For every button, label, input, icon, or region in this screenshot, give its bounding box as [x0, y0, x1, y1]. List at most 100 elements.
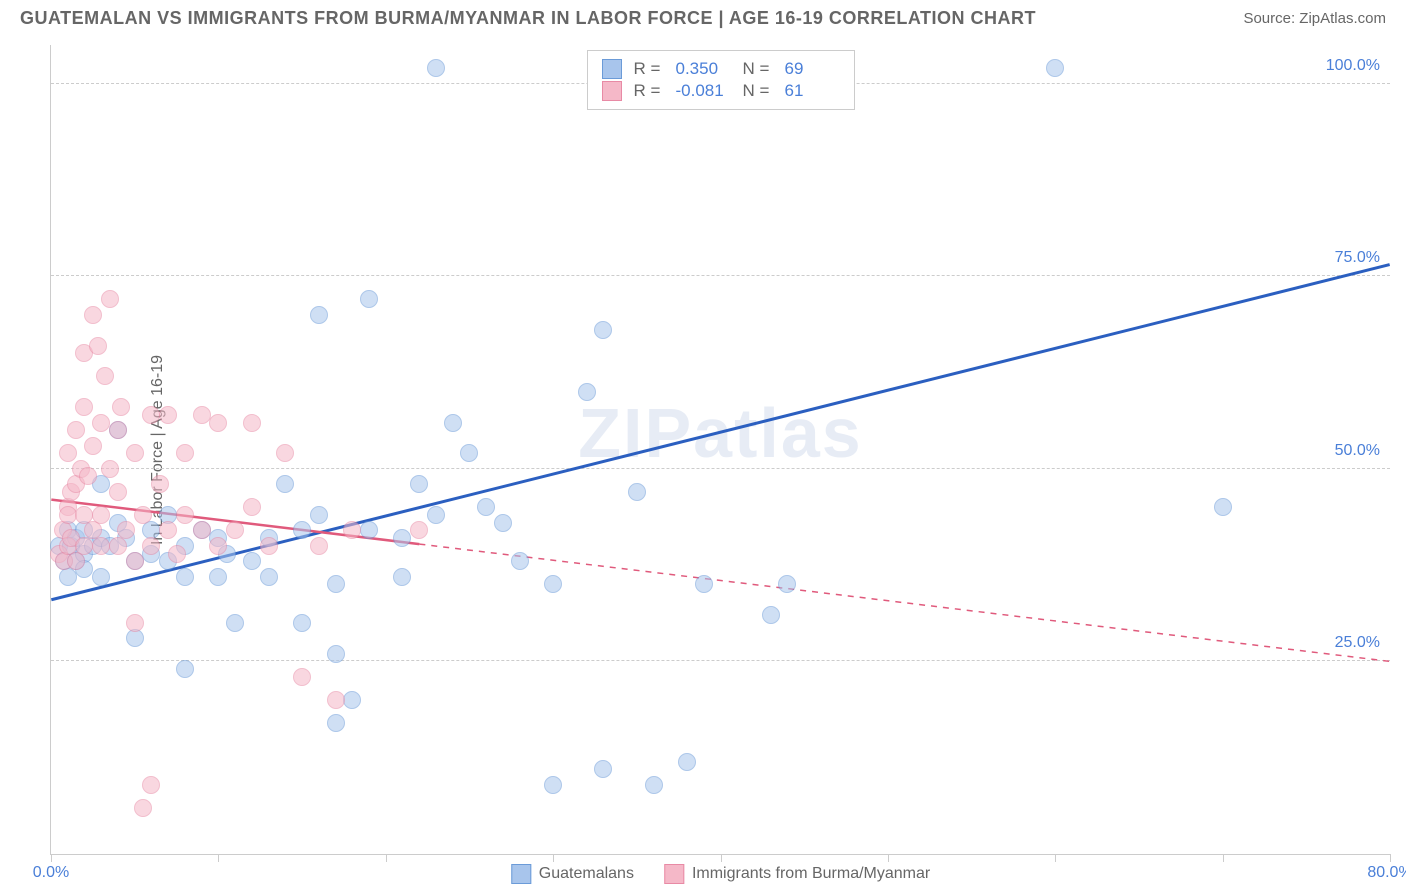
- data-point: [59, 444, 77, 462]
- data-point: [243, 498, 261, 516]
- legend: Guatemalans Immigrants from Burma/Myanma…: [511, 864, 930, 884]
- y-tick-label: 50.0%: [1335, 442, 1380, 460]
- data-point: [209, 537, 227, 555]
- data-point: [168, 545, 186, 563]
- data-point: [578, 383, 596, 401]
- data-point: [594, 760, 612, 778]
- data-point: [544, 575, 562, 593]
- data-point: [75, 537, 93, 555]
- x-tick: [218, 854, 219, 862]
- data-point: [126, 552, 144, 570]
- swatch-icon: [511, 864, 531, 884]
- data-point: [226, 521, 244, 539]
- n-value: 61: [785, 81, 840, 101]
- data-point: [176, 444, 194, 462]
- correlation-stats-box: R = 0.350 N = 69 R = -0.081 N = 61: [587, 50, 855, 110]
- data-point: [96, 367, 114, 385]
- data-point: [511, 552, 529, 570]
- data-point: [226, 614, 244, 632]
- data-point: [209, 414, 227, 432]
- data-point: [544, 776, 562, 794]
- data-point: [84, 306, 102, 324]
- data-point: [778, 575, 796, 593]
- legend-label: Immigrants from Burma/Myanmar: [692, 865, 930, 883]
- data-point: [92, 568, 110, 586]
- data-point: [92, 414, 110, 432]
- r-value: -0.081: [676, 81, 731, 101]
- data-point: [159, 406, 177, 424]
- x-tick: [1223, 854, 1224, 862]
- data-point: [444, 414, 462, 432]
- source-attribution: Source: ZipAtlas.com: [1243, 10, 1386, 27]
- legend-item: Guatemalans: [511, 864, 634, 884]
- data-point: [59, 506, 77, 524]
- data-point: [645, 776, 663, 794]
- data-point: [1214, 498, 1232, 516]
- data-point: [293, 521, 311, 539]
- watermark: ZIPatlas: [578, 393, 862, 473]
- data-point: [628, 483, 646, 501]
- data-point: [151, 475, 169, 493]
- data-point: [92, 537, 110, 555]
- swatch-icon: [602, 81, 622, 101]
- data-point: [126, 629, 144, 647]
- data-point: [427, 506, 445, 524]
- swatch-icon: [664, 864, 684, 884]
- data-point: [276, 444, 294, 462]
- r-value: 0.350: [676, 59, 731, 79]
- data-point: [126, 444, 144, 462]
- data-point: [460, 444, 478, 462]
- data-point: [209, 568, 227, 586]
- x-tick: [888, 854, 889, 862]
- r-label: R =: [634, 81, 664, 101]
- gridline: [51, 275, 1390, 276]
- data-point: [117, 521, 135, 539]
- data-point: [75, 398, 93, 416]
- data-point: [327, 691, 345, 709]
- stats-row-burma: R = -0.081 N = 61: [602, 81, 840, 101]
- data-point: [142, 776, 160, 794]
- legend-item: Immigrants from Burma/Myanmar: [664, 864, 930, 884]
- data-point: [109, 537, 127, 555]
- gridline: [51, 660, 1390, 661]
- data-point: [176, 660, 194, 678]
- x-tick-label: 80.0%: [1367, 864, 1406, 882]
- data-point: [427, 59, 445, 77]
- data-point: [276, 475, 294, 493]
- data-point: [79, 467, 97, 485]
- data-point: [59, 568, 77, 586]
- data-point: [126, 614, 144, 632]
- x-tick: [1055, 854, 1056, 862]
- y-tick-label: 25.0%: [1335, 634, 1380, 652]
- gridline: [51, 468, 1390, 469]
- data-point: [494, 514, 512, 532]
- x-tick: [1390, 854, 1391, 862]
- data-point: [176, 568, 194, 586]
- data-point: [92, 506, 110, 524]
- data-point: [410, 475, 428, 493]
- data-point: [360, 290, 378, 308]
- data-point: [343, 691, 361, 709]
- scatter-chart: In Labor Force | Age 16-19 ZIPatlas 25.0…: [50, 45, 1390, 855]
- data-point: [193, 406, 211, 424]
- data-point: [678, 753, 696, 771]
- data-point: [260, 537, 278, 555]
- swatch-icon: [602, 59, 622, 79]
- y-tick-label: 75.0%: [1335, 249, 1380, 267]
- data-point: [101, 460, 119, 478]
- n-value: 69: [785, 59, 840, 79]
- data-point: [410, 521, 428, 539]
- data-point: [327, 714, 345, 732]
- data-point: [293, 614, 311, 632]
- data-point: [112, 398, 130, 416]
- trend-lines: [51, 45, 1390, 854]
- data-point: [260, 568, 278, 586]
- data-point: [762, 606, 780, 624]
- data-point: [84, 437, 102, 455]
- y-tick-label: 100.0%: [1326, 57, 1380, 75]
- x-tick: [553, 854, 554, 862]
- data-point: [142, 406, 160, 424]
- data-point: [134, 506, 152, 524]
- data-point: [393, 568, 411, 586]
- data-point: [67, 552, 85, 570]
